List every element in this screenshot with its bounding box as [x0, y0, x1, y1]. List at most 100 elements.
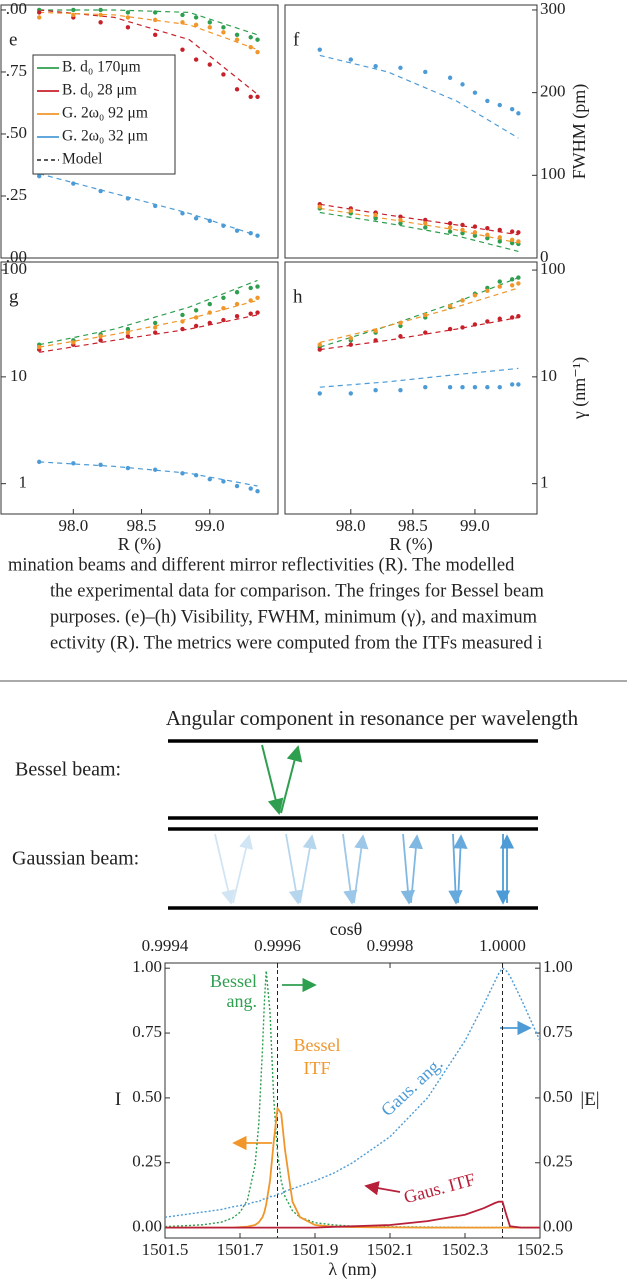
x-tick-label: 99.0 — [460, 516, 490, 535]
data-point — [255, 284, 260, 289]
data-point — [348, 57, 353, 62]
data-point — [248, 35, 253, 40]
data-point — [125, 15, 131, 20]
legend-label: G. 2ω₀ 92 μm — [62, 105, 148, 122]
data-point — [423, 69, 428, 75]
caption-line: mination beams and different mirror refl… — [8, 555, 515, 575]
data-point — [497, 227, 502, 233]
diagram: Angular component in resonance per wavel… — [12, 706, 579, 910]
data-point — [497, 239, 502, 244]
x2-tick-label: 0.9996 — [254, 936, 301, 955]
data-point — [71, 12, 76, 18]
data-point — [193, 315, 199, 320]
data-point — [516, 313, 521, 319]
y-tick-label: 300 — [540, 0, 566, 18]
data-point — [373, 216, 378, 221]
panel-label: h — [293, 286, 303, 307]
x2-tick-label: 1.0000 — [479, 936, 526, 955]
data-point — [460, 230, 465, 236]
data-point — [207, 62, 212, 67]
y2-tick-label: 0.50 — [543, 1087, 573, 1106]
caption-line: purposes. (e)–(h) Visibility, FWHM, mini… — [50, 607, 538, 627]
annotation: Bessel — [210, 971, 257, 991]
data-point — [71, 7, 76, 13]
data-point — [125, 326, 131, 332]
data-point — [485, 98, 490, 104]
curve — [164, 970, 540, 1229]
data-point — [37, 344, 42, 350]
data-point — [317, 347, 322, 352]
data-point — [193, 216, 199, 221]
data-point — [423, 385, 428, 390]
data-point — [71, 181, 76, 186]
annotation: Gaus. ang. — [377, 1053, 447, 1120]
y-axis-label: I — [115, 1089, 121, 1110]
data-point — [348, 391, 353, 396]
x-tick-label: 1501.9 — [292, 1240, 339, 1259]
data-point — [193, 22, 199, 28]
model-line — [39, 299, 258, 348]
data-point — [472, 90, 478, 95]
model-line — [39, 279, 258, 346]
data-point — [460, 325, 465, 330]
data-point — [509, 382, 515, 387]
x-tick-label: 98.0 — [336, 516, 366, 535]
data-point — [348, 336, 353, 341]
y-tick-label: 0 — [540, 247, 549, 266]
data-point — [152, 320, 158, 326]
model-line — [39, 9, 258, 36]
data-point — [373, 328, 378, 333]
panel-label: f — [293, 29, 300, 50]
data-point — [207, 320, 212, 326]
data-point — [98, 462, 103, 468]
y-tick-label: 1 — [19, 473, 28, 492]
y2-tick-label: 0.75 — [543, 1022, 573, 1041]
legend-label: B. d₀ 28 μm — [62, 82, 137, 99]
data-point — [255, 49, 260, 55]
data-point — [98, 338, 103, 343]
data-point — [255, 233, 260, 238]
data-point — [255, 295, 260, 300]
data-point — [152, 203, 158, 209]
data-point — [516, 382, 521, 387]
data-point — [472, 293, 478, 298]
data-point — [472, 230, 478, 235]
x-tick-label: 1502.1 — [367, 1240, 414, 1259]
data-point — [485, 385, 490, 390]
data-point — [516, 281, 521, 286]
data-point — [152, 330, 158, 335]
data-point — [234, 290, 240, 295]
panel-frame — [284, 4, 538, 259]
data-point — [125, 465, 131, 471]
y-tick-label: 1 — [540, 473, 549, 492]
data-point — [485, 232, 490, 238]
data-point — [98, 20, 103, 25]
data-point — [497, 284, 502, 289]
model-line — [39, 314, 258, 353]
data-point — [234, 228, 240, 233]
x-tick-label: 98.0 — [58, 516, 88, 535]
data-point — [125, 196, 131, 201]
data-point — [234, 483, 240, 489]
y-axis-label: FWHM (pm) — [569, 84, 590, 180]
y-tick-label: .00 — [6, 0, 27, 18]
data-point — [221, 30, 226, 35]
x-tick-label: 98.5 — [127, 516, 157, 535]
data-point — [193, 15, 199, 20]
data-point — [509, 240, 515, 246]
y-tick-label: 1.00 — [132, 957, 162, 976]
data-point — [398, 221, 403, 226]
y2-axis-label: |E| — [580, 1089, 599, 1110]
data-point — [193, 473, 199, 478]
model-line — [39, 461, 258, 487]
data-point — [398, 65, 403, 71]
x2-tick-label: 0.9994 — [142, 936, 189, 955]
y-tick-label: 0.25 — [132, 1152, 162, 1171]
data-point — [234, 37, 240, 42]
legend-label: B. d₀ 170μm — [62, 59, 141, 76]
legend-label: Model — [62, 151, 102, 168]
x2-tick-label: 0.9998 — [367, 936, 414, 955]
data-point — [485, 235, 490, 241]
x-tick-label: 1502.3 — [442, 1240, 489, 1259]
caption-line: ectivity (R). The metrics were computed … — [50, 633, 542, 653]
